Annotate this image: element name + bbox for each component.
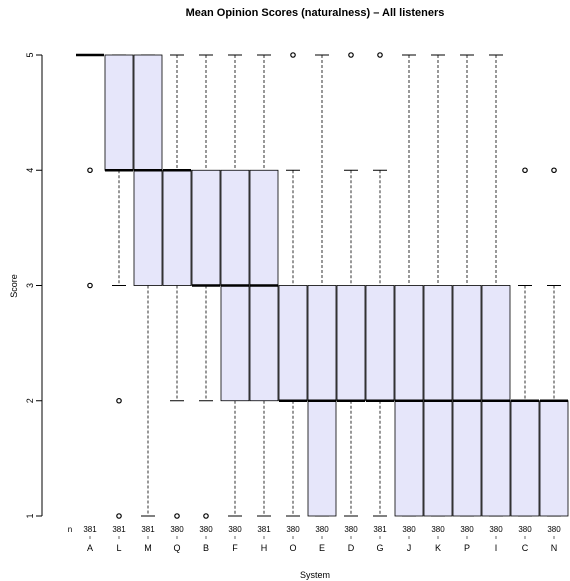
box-m: 381 M [133, 54, 163, 553]
box-body-d [336, 285, 366, 402]
x-tick-label-d: D [348, 543, 355, 553]
chart-title: Mean Opinion Scores (naturalness) – All … [186, 7, 445, 19]
box-body-l [104, 54, 134, 171]
x-tick-label-l: L [116, 543, 121, 553]
box-b: 380 B [191, 54, 221, 553]
box-a: 381 A [76, 53, 104, 553]
y-axis: 1 2 3 4 5 [25, 52, 43, 519]
box-body-b [191, 169, 221, 286]
box-g: 381 G [365, 52, 395, 553]
y-tick-label-5: 5 [25, 52, 35, 57]
box-q: 380 Q [162, 54, 192, 553]
outlier-point-n [551, 167, 557, 174]
n-label: n [68, 525, 72, 534]
box-body-n [539, 400, 569, 517]
x-tick-label-c: C [522, 543, 529, 553]
outlier-point-o [290, 52, 296, 58]
outlier-point-d [348, 52, 354, 58]
n-count-q: 380 [170, 525, 184, 534]
n-count-k: 380 [431, 525, 445, 534]
n-count-j: 380 [402, 525, 416, 534]
y-axis-label: Score [9, 274, 19, 298]
x-axis-label: System [300, 570, 330, 580]
box-body-c [510, 400, 540, 517]
y-tick-label-1: 1 [25, 513, 35, 518]
outlier-point-l [116, 397, 122, 404]
outlier-point-g [377, 52, 383, 58]
box-i: 380 I [481, 54, 511, 553]
box-body-g [365, 285, 395, 402]
box-e: 380 E [307, 54, 337, 553]
box-n: 380 N [539, 167, 569, 553]
box-f: 380 F [220, 54, 250, 553]
box-c: 380 C [510, 167, 540, 553]
outlier-point-c [522, 167, 528, 174]
n-count-p: 380 [460, 525, 474, 534]
box-body-o [278, 285, 308, 402]
n-count-o: 380 [286, 525, 300, 534]
n-count-c: 380 [518, 525, 532, 534]
x-tick-label-i: I [495, 543, 498, 553]
x-tick-label-q: Q [173, 543, 180, 553]
n-count-a: 381 [83, 525, 97, 534]
y-tick-label-4: 4 [25, 168, 35, 173]
y-tick-label-2: 2 [25, 398, 35, 403]
box-l: 381 L [104, 54, 134, 553]
n-count-l: 381 [112, 525, 126, 534]
n-count-e: 380 [315, 525, 329, 534]
x-tick-label-a: A [87, 543, 93, 553]
y-tick-label-3: 3 [25, 283, 35, 288]
box-series: 381 A 381 L 381 M 380 Q 380 B 380 F 381 H 380 O 380 E 380 D… [76, 52, 569, 553]
n-count-n: 380 [547, 525, 561, 534]
outlier-point-q [174, 513, 180, 519]
x-tick-label-h: H [261, 543, 268, 553]
n-count-i: 380 [489, 525, 503, 534]
x-tick-label-f: F [232, 543, 238, 553]
outlier-point-l [116, 513, 122, 519]
outlier-point-a [87, 282, 93, 289]
x-tick-label-k: K [435, 543, 441, 553]
x-tick-label-p: P [464, 543, 470, 553]
outlier-point-b [203, 513, 209, 519]
x-tick-label-m: M [144, 543, 152, 553]
n-count-b: 380 [199, 525, 213, 534]
x-tick-label-e: E [319, 543, 325, 553]
box-j: 380 J [394, 54, 424, 553]
n-count-h: 381 [257, 525, 271, 534]
n-count-f: 380 [228, 525, 242, 534]
x-tick-label-g: G [376, 543, 383, 553]
box-p: 380 P [452, 54, 482, 553]
box-o: 380 O [278, 52, 308, 553]
box-d: 380 D [336, 52, 366, 553]
n-count-d: 380 [344, 525, 358, 534]
x-tick-label-b: B [203, 543, 209, 553]
box-k: 380 K [423, 54, 453, 553]
x-tick-label-j: J [407, 543, 412, 553]
box-body-q [162, 169, 192, 286]
box-h: 381 H [249, 54, 279, 553]
n-count-m: 381 [141, 525, 155, 534]
x-tick-label-o: O [289, 543, 296, 553]
outlier-point-a [87, 167, 93, 174]
n-count-g: 381 [373, 525, 387, 534]
x-tick-label-n: N [551, 543, 558, 553]
